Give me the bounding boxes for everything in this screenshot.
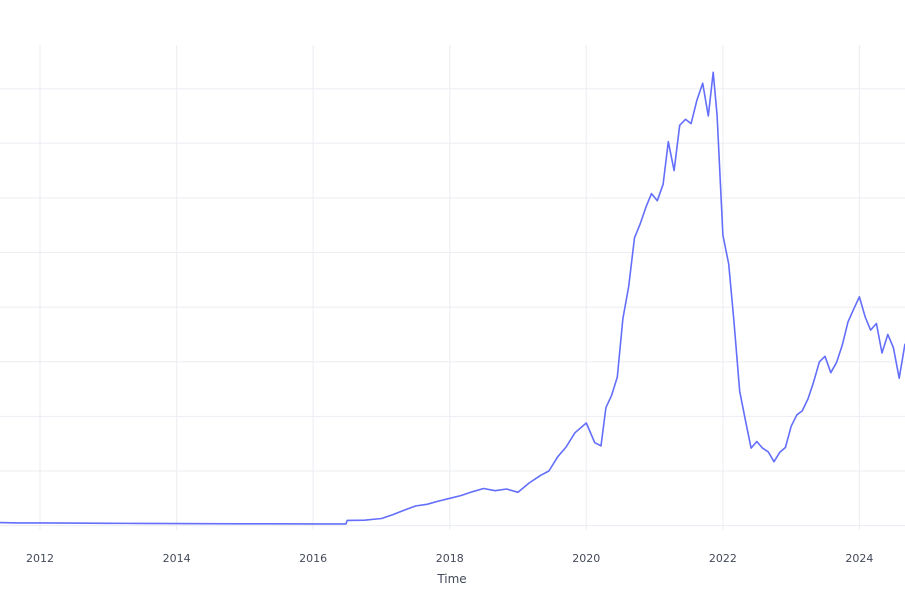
x-tick-label: 2014: [163, 552, 191, 565]
x-tick-label: 2020: [572, 552, 600, 565]
series-line: [0, 71, 905, 525]
horizontal-gridlines: [0, 88, 905, 527]
x-tick-label: 2016: [299, 552, 327, 565]
vertical-gridlines: [39, 45, 860, 530]
x-tick-label: 2012: [26, 552, 54, 565]
x-tick-label: 2024: [845, 552, 873, 565]
x-tick-label: 2022: [709, 552, 737, 565]
x-tick-label: 2018: [436, 552, 464, 565]
x-axis-title: Time: [436, 572, 466, 586]
x-tick-labels: 2012 2014 2016 2018 2020 2022 2024: [26, 552, 873, 565]
plot-lines: [0, 71, 905, 525]
